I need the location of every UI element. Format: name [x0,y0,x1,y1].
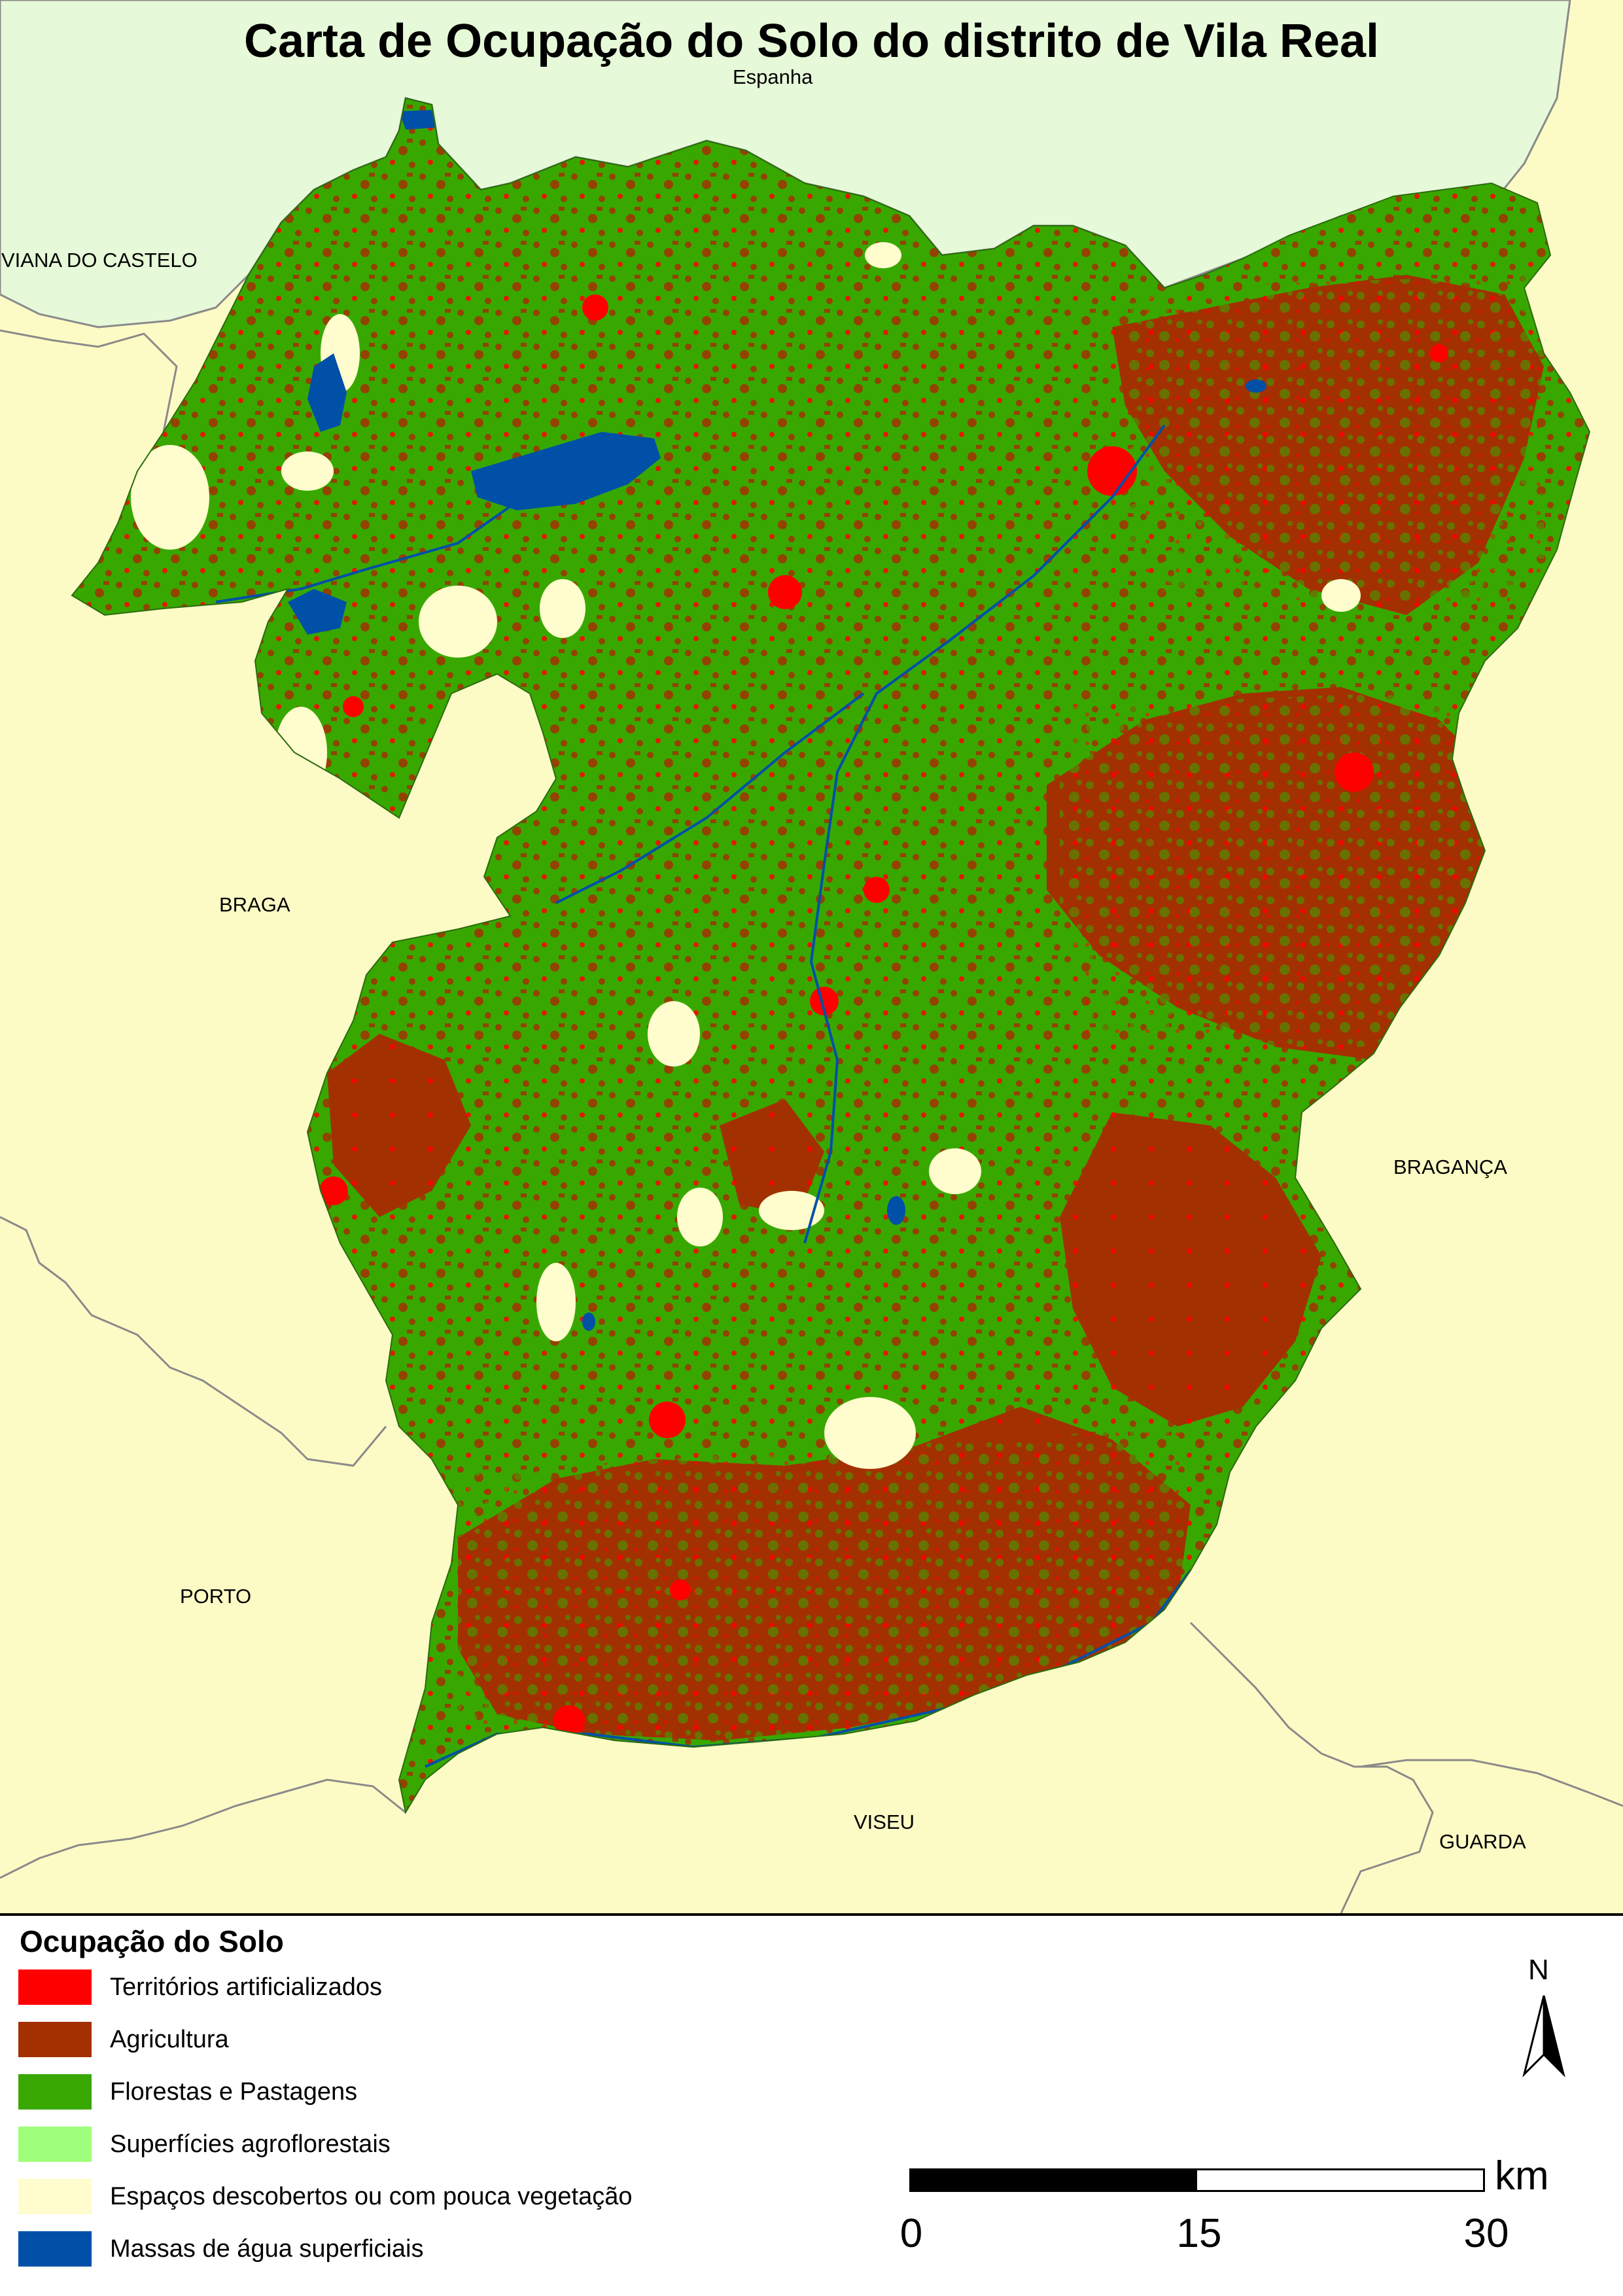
boundary-viana-braga [0,329,178,433]
legend-swatch-agroforest [18,2127,92,2162]
map-title: Carta de Ocupação do Solo do distrito de… [243,15,1380,67]
legend-item-artificial: Territórios artificializados [18,1969,869,2009]
district-boundaries [0,329,1623,1913]
scale-segment-light [1195,2168,1485,2192]
legend-item-bare: Espaços descobertos ou com pouca vegetaç… [18,2179,869,2218]
legend-swatch-forest [18,2074,92,2110]
legend-swatch-water [18,2231,92,2267]
legend-swatch-artificial [18,1969,92,2005]
boundary-porto-viseu [0,1778,406,1879]
scale-tick-15: 15 [1176,2211,1222,2256]
legend-label-agriculture: Agricultura [110,2026,229,2053]
north-arrow-icon [1522,1995,1565,2077]
label-viseu: VISEU [854,1810,915,1833]
label-guarda: GUARDA [1439,1830,1526,1853]
legend-label-agroforest: Superfícies agroflorestais [110,2130,391,2158]
legend-swatch-bare [18,2179,92,2214]
legend-label-forest: Florestas e Pastagens [110,2078,358,2106]
scale-tick-0: 0 [899,2211,923,2256]
scale-segment-dark [909,2168,1197,2192]
legend-item-agroforest: Superfícies agroflorestais [18,2127,869,2166]
label-espanha: Espanha [733,65,813,88]
scale-tick-30: 30 [1463,2211,1509,2256]
legend-label-artificial: Territórios artificializados [110,1973,383,2001]
boundary-viseu-guarda [1189,1621,1434,1913]
legend-label-bare: Espaços descobertos ou com pouca vegetaç… [110,2183,633,2210]
legend-label-water: Massas de água superficiais [110,2235,424,2263]
scale-bar [909,2168,1485,2192]
scale-unit: km [1495,2153,1549,2199]
legend-swatch-agriculture [18,2022,92,2057]
legend-title: Ocupação do Solo [20,1924,284,1958]
legend-item-water: Massas de água superficiais [18,2231,869,2270]
legend-item-agriculture: Agricultura [18,2022,869,2061]
label-viana-do-castelo: VIANA DO CASTELO [1,249,198,272]
boundary-braga-porto [0,1216,387,1467]
boundary-braganca-guarda [1360,1759,1623,1807]
label-porto: PORTO [180,1585,252,1608]
legend-item-forest: Florestas e Pastagens [18,2074,869,2113]
label-braganca: BRAGANÇA [1393,1156,1507,1178]
north-label: N [1528,1954,1549,1986]
label-braga: BRAGA [219,893,290,916]
map-frame: Carta de Ocupação do Solo do distrito de… [0,0,1623,1913]
legend-divider [0,1913,1623,1916]
